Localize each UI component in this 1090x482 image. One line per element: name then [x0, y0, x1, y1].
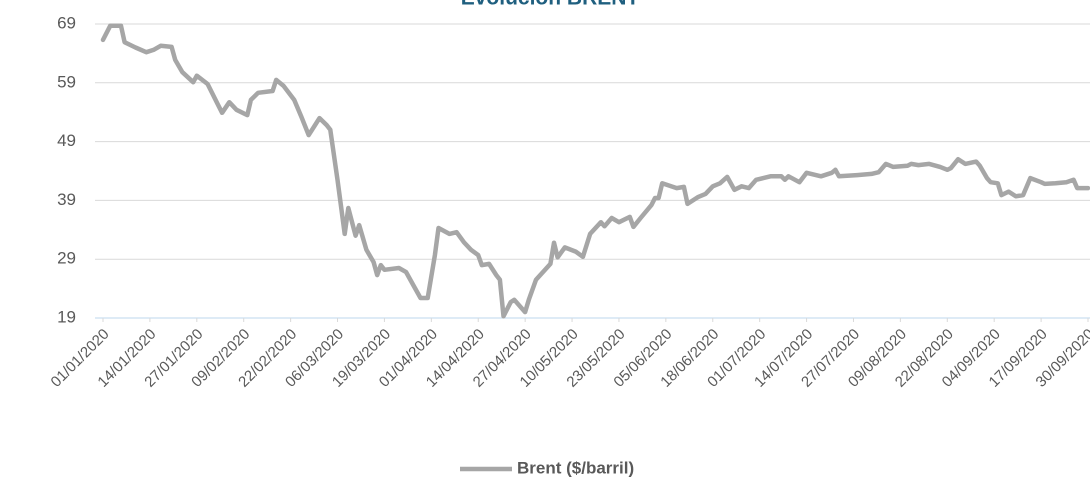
chart-title: Evolución BRENT [461, 0, 640, 10]
y-tick-label: 29 [57, 249, 76, 268]
y-tick-label: 49 [57, 131, 76, 150]
y-tick-label: 39 [57, 190, 76, 209]
y-tick-label: 19 [57, 307, 76, 326]
legend-label: Brent ($/barril) [517, 458, 634, 477]
y-tick-label: 69 [57, 13, 76, 32]
y-tick-label: 59 [57, 72, 76, 91]
data-line [100, 23, 1090, 319]
